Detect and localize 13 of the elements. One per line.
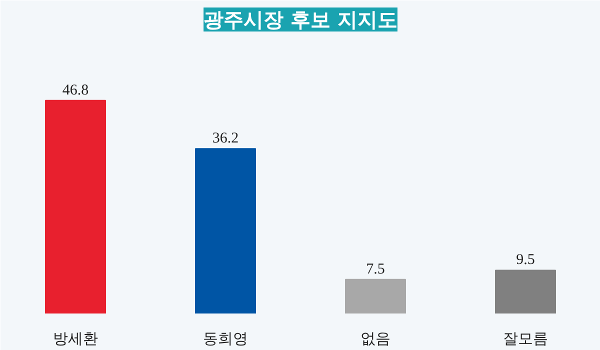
x-tick-label: 잘모름 <box>503 330 548 348</box>
bar <box>345 278 406 314</box>
x-tick-label: 동희영 <box>203 330 248 348</box>
data-label: 46.8 <box>62 82 89 98</box>
data-label: 7.5 <box>366 261 385 278</box>
data-label: 36.2 <box>212 130 239 147</box>
chart-title: 광주시장 후보 지지도 <box>204 8 398 32</box>
bar <box>495 270 556 314</box>
x-tick-label: 없음 <box>360 330 390 348</box>
bar <box>195 148 256 314</box>
data-label: 9.5 <box>516 252 535 268</box>
bar <box>45 100 106 314</box>
x-tick-label: 방세환 <box>53 330 98 348</box>
